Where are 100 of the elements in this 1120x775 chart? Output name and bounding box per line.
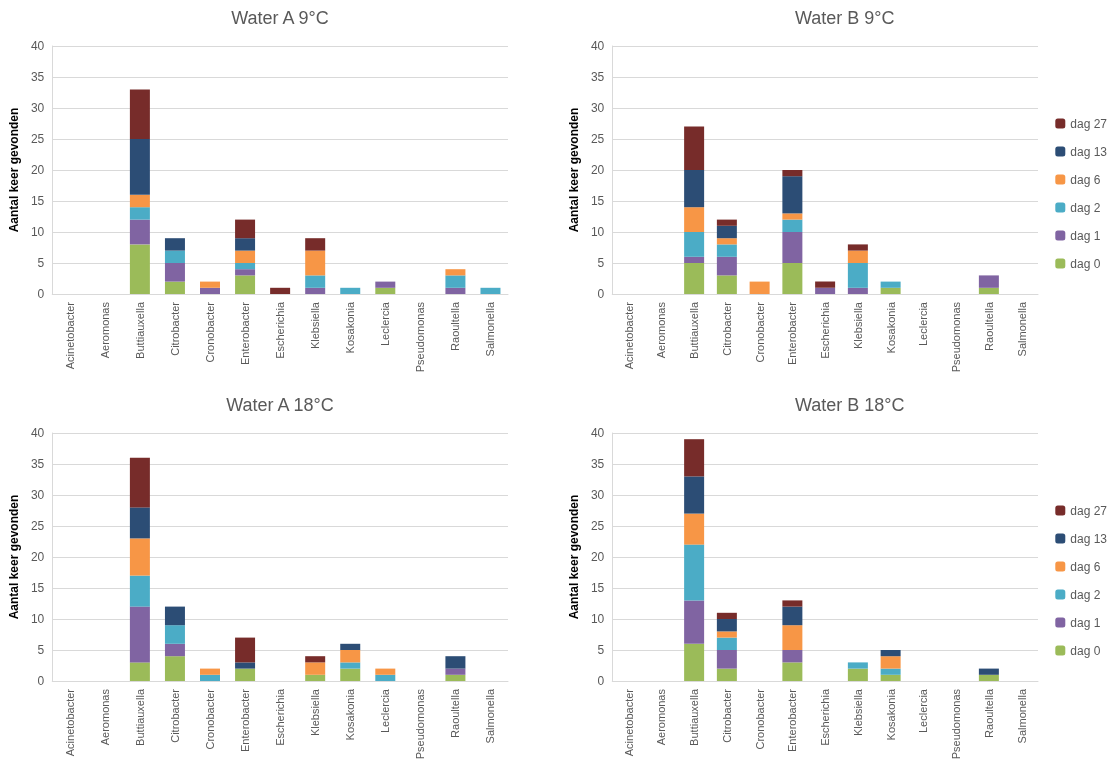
x-tick-label: Citrobacter <box>168 688 181 743</box>
bar <box>782 625 803 650</box>
bar <box>200 674 221 681</box>
bar <box>880 674 901 681</box>
bar <box>235 263 256 270</box>
chart-title: Water A 18°C <box>226 395 334 415</box>
bar <box>129 662 150 681</box>
x-tick-label: Buttiauxella <box>688 301 701 359</box>
bar <box>684 256 705 263</box>
bar <box>782 176 803 214</box>
x-tick-label: Enterobacter <box>239 301 252 365</box>
y-axis-title: Aantal keer gevonden <box>567 107 581 233</box>
bar <box>782 650 803 663</box>
bar <box>375 287 396 294</box>
x-tick-label: Kosakonia <box>344 301 357 354</box>
x-tick-label: Aeromonas <box>655 301 668 359</box>
bar <box>305 674 326 681</box>
x-tick-label: Kosakonia <box>884 301 897 354</box>
x-tick-label: Enterobacter <box>786 301 799 365</box>
bar <box>782 600 803 607</box>
bar <box>129 507 150 539</box>
x-tick-label: Pseudomonas <box>414 301 427 373</box>
bar <box>684 207 705 232</box>
bar <box>684 170 705 208</box>
bar <box>445 656 466 669</box>
bar <box>164 238 185 251</box>
y-tick-label: 40 <box>590 426 605 440</box>
y-tick-label: 10 <box>30 225 45 239</box>
bar <box>305 287 326 294</box>
bar <box>200 287 221 294</box>
bar <box>782 662 803 681</box>
bar <box>684 232 705 257</box>
y-tick-label: 5 <box>597 643 605 657</box>
y-tick-label: 10 <box>590 225 605 239</box>
legend-label: dag 27 <box>1070 116 1108 131</box>
bar <box>164 643 185 657</box>
bar <box>978 287 999 294</box>
bar <box>847 662 868 669</box>
y-tick-label: 10 <box>590 612 605 626</box>
x-tick-label: Leclercia <box>379 301 392 347</box>
y-tick-label: 20 <box>590 550 605 564</box>
bar <box>782 213 803 220</box>
x-tick-label: Klebsiella <box>309 301 322 350</box>
x-tick-label: Escherichia <box>274 688 287 746</box>
y-tick-label: 0 <box>37 674 45 688</box>
x-tick-label: Aeromonas <box>655 688 668 746</box>
bar <box>305 275 326 288</box>
y-tick-label: 15 <box>590 581 605 595</box>
y-tick-label: 25 <box>590 519 605 533</box>
bar <box>480 287 501 294</box>
y-tick-label: 0 <box>597 674 605 688</box>
bar <box>684 126 705 170</box>
bar <box>305 662 326 675</box>
bar <box>684 439 705 477</box>
y-tick-label: 30 <box>30 101 45 115</box>
bar <box>684 476 705 514</box>
bar <box>782 232 803 263</box>
bar <box>235 238 256 251</box>
x-tick-label: Klebsiella <box>851 688 864 737</box>
chart-title: Water A 9°C <box>231 8 329 28</box>
x-tick-label: Klebsiella <box>851 301 864 350</box>
x-tick-label: Enterobacter <box>239 688 252 752</box>
legend-label: dag 2 <box>1070 200 1101 215</box>
x-tick-label: Salmonella <box>484 301 497 357</box>
bar <box>847 244 868 251</box>
y-tick-label: 35 <box>590 70 605 84</box>
y-tick-label: 15 <box>30 194 45 208</box>
bar <box>129 207 150 220</box>
bar <box>235 269 256 276</box>
chart-title: Water B 18°C <box>795 395 905 415</box>
x-tick-label: Raoultella <box>982 301 995 351</box>
bar <box>164 625 185 644</box>
x-tick-label: Salmonella <box>1015 688 1028 744</box>
y-axis-title: Aantal keer gevonden <box>7 494 21 620</box>
bar <box>847 263 868 288</box>
bar <box>340 643 361 650</box>
bar <box>200 668 221 675</box>
legend-label: dag 1 <box>1070 615 1101 630</box>
bar <box>847 668 868 681</box>
bar <box>305 656 326 663</box>
x-tick-label: Escherichia <box>274 301 287 359</box>
bar <box>978 668 999 675</box>
legend-label: dag 6 <box>1070 559 1101 574</box>
bar <box>270 287 291 294</box>
bar <box>129 219 150 245</box>
legend-label: dag 2 <box>1070 587 1101 602</box>
x-tick-label: Escherichia <box>819 688 832 746</box>
bar <box>445 287 466 294</box>
x-tick-label: Buttiauxella <box>688 688 701 746</box>
x-tick-label: Acinetobacter <box>622 301 635 370</box>
y-tick-label: 25 <box>30 132 45 146</box>
x-tick-label: Citrobacter <box>168 301 181 356</box>
y-tick-label: 40 <box>590 39 605 53</box>
y-tick-label: 20 <box>30 163 45 177</box>
bar <box>129 575 150 607</box>
bar <box>235 637 256 663</box>
bar <box>164 656 185 681</box>
x-tick-label: Cronobacter <box>204 301 217 363</box>
y-tick-label: 20 <box>30 550 45 564</box>
bar <box>445 275 466 288</box>
